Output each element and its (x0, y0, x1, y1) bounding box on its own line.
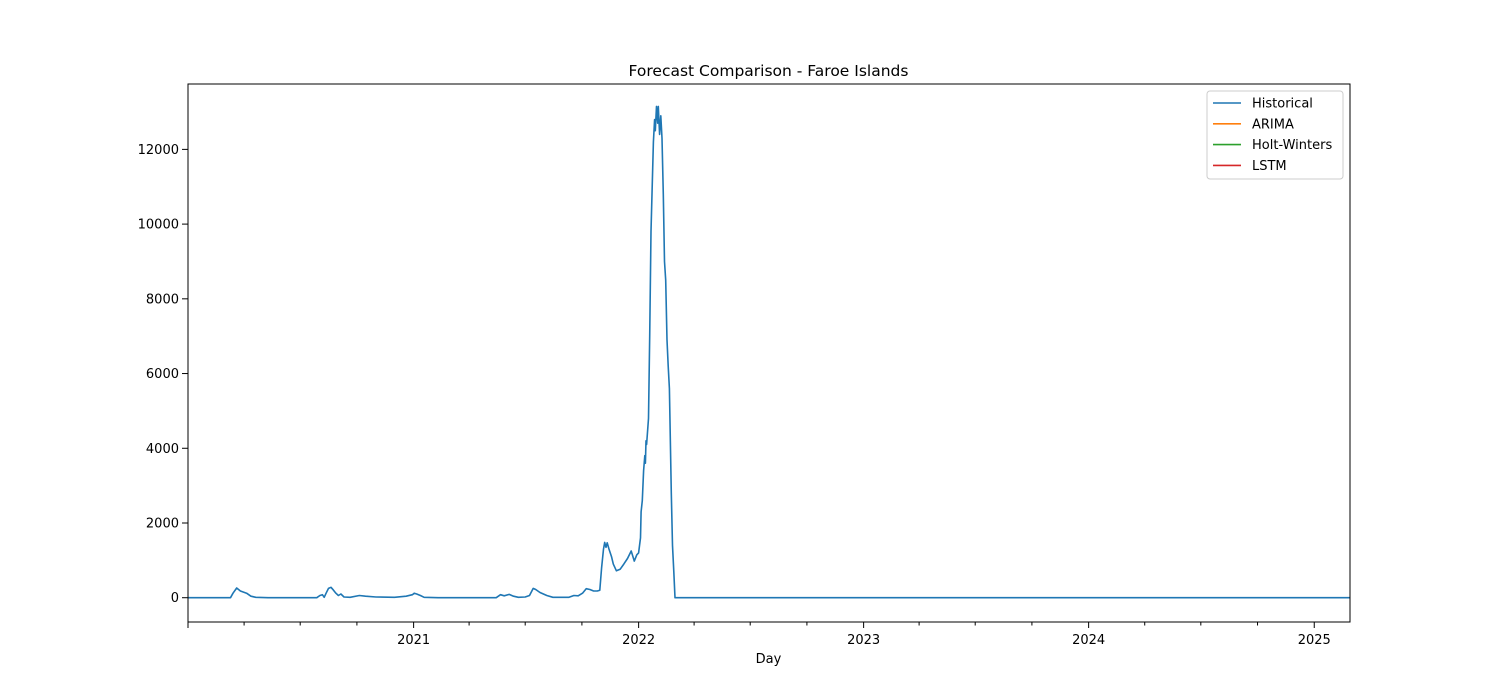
y-tick-label: 10000 (138, 218, 179, 233)
series-line-0 (188, 105, 1350, 599)
x-tick-label: 2022 (622, 633, 655, 648)
x-tick-label: 2021 (397, 633, 430, 648)
y-tick-label: 4000 (146, 442, 179, 457)
y-tick-label: 2000 (146, 516, 179, 531)
x-tick-label: 2025 (1298, 633, 1331, 648)
x-axis-title: Day (756, 652, 782, 667)
x-tick-label: 2024 (1072, 633, 1105, 648)
plot-area-frame (187, 83, 1351, 623)
legend-label-0: Historical (1252, 97, 1313, 112)
y-tick-label: 12000 (138, 143, 179, 158)
legend: Historical ARIMA Holt-Winters LSTM (1206, 90, 1344, 180)
chart-title: Forecast Comparison - Faroe Islands (629, 62, 909, 80)
legend-label-3: LSTM (1252, 159, 1287, 174)
legend-box (1206, 90, 1344, 180)
series-layer (188, 105, 1350, 599)
legend-label-1: ARIMA (1252, 117, 1294, 132)
x-axis: 2021 2022 2023 2024 2025 (187, 622, 1331, 648)
y-tick-label: 6000 (146, 367, 179, 382)
y-axis: 0 2000 4000 6000 8000 10000 12000 (138, 143, 188, 606)
y-tick-label: 0 (171, 591, 179, 606)
x-tick-label: 2023 (847, 633, 880, 648)
legend-label-2: Holt-Winters (1252, 138, 1332, 153)
y-tick-label: 8000 (146, 292, 179, 307)
